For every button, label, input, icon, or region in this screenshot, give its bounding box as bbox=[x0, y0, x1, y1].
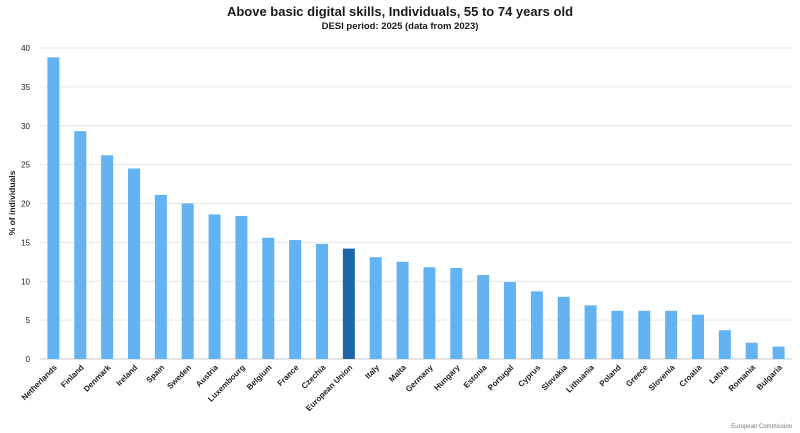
bar-malta bbox=[396, 261, 409, 359]
x-tick-label: Netherlands bbox=[20, 363, 59, 402]
x-tick-label: Poland bbox=[598, 363, 623, 388]
y-axis-ticks: 0 5 10 15 20 25 30 35 40 bbox=[21, 44, 30, 364]
x-tick-label: France bbox=[276, 363, 301, 388]
x-tick-label: Lithuania bbox=[564, 363, 596, 395]
chart-subtitle: DESI period: 2025 (data from 2023) bbox=[321, 21, 479, 32]
bar-spain bbox=[154, 194, 167, 359]
bar-sweden bbox=[181, 203, 194, 359]
x-tick-label: Spain bbox=[145, 363, 167, 385]
bar-finland bbox=[74, 131, 87, 359]
bar-cyprus bbox=[530, 291, 543, 359]
bar-portugal bbox=[504, 282, 516, 359]
x-tick-label: Belgium bbox=[245, 363, 274, 392]
x-tick-label: Austria bbox=[194, 363, 220, 389]
bar-czechia bbox=[316, 243, 328, 359]
bar-poland bbox=[611, 310, 624, 359]
bar-luxembourg bbox=[235, 215, 248, 359]
y-tick-label: 15 bbox=[21, 238, 30, 247]
y-tick-label: 10 bbox=[21, 277, 30, 286]
bar-austria bbox=[208, 214, 221, 359]
x-tick-label: Estonia bbox=[462, 363, 489, 390]
bar-netherlands bbox=[47, 57, 60, 360]
bar-romania bbox=[745, 342, 758, 359]
bar-belgium bbox=[262, 237, 275, 359]
bar-estonia bbox=[477, 275, 490, 359]
x-tick-label: Greece bbox=[624, 363, 650, 389]
x-tick-label: Croatia bbox=[678, 363, 704, 389]
bars bbox=[47, 57, 785, 360]
x-tick-label: Hungary bbox=[432, 363, 462, 393]
chart-title: Above basic digital skills, Individuals,… bbox=[226, 4, 574, 19]
bar-croatia bbox=[692, 314, 704, 359]
y-tick-label: 40 bbox=[21, 44, 30, 53]
bar-germany bbox=[423, 267, 436, 359]
y-tick-label: 20 bbox=[21, 200, 30, 209]
x-tick-label: Romania bbox=[727, 363, 758, 394]
bar-slovakia bbox=[557, 296, 570, 359]
x-tick-label: Latvia bbox=[708, 363, 731, 386]
bar-european-union bbox=[342, 248, 355, 359]
y-tick-label: 30 bbox=[21, 122, 30, 131]
bar-bulgaria bbox=[772, 346, 785, 359]
x-tick-label: Portugal bbox=[486, 363, 515, 392]
gridlines bbox=[40, 47, 792, 360]
x-tick-label: Germany bbox=[404, 363, 435, 394]
bar-hungary bbox=[450, 268, 463, 359]
bar-lithuania bbox=[584, 305, 597, 359]
x-tick-label: Cyprus bbox=[516, 363, 542, 389]
bar-slovenia bbox=[665, 310, 678, 359]
x-tick-label: Sweden bbox=[165, 363, 193, 391]
y-axis-label: % of individuals bbox=[7, 170, 17, 235]
bar-greece bbox=[638, 310, 651, 359]
y-tick-label: 25 bbox=[21, 161, 30, 170]
x-tick-label: Malta bbox=[387, 363, 408, 384]
x-tick-label: Slovenia bbox=[647, 363, 677, 393]
x-tick-label: Ireland bbox=[114, 363, 139, 388]
y-tick-label: 35 bbox=[21, 83, 30, 92]
bar-france bbox=[289, 240, 302, 359]
y-tick-label: 0 bbox=[26, 355, 31, 364]
x-tick-label: Denmark bbox=[82, 363, 113, 394]
x-tick-label: Italy bbox=[363, 363, 381, 381]
bar-denmark bbox=[101, 155, 114, 359]
bar-ireland bbox=[128, 168, 140, 359]
bar-latvia bbox=[718, 330, 731, 359]
x-tick-label: Bulgaria bbox=[755, 363, 784, 392]
x-tick-label: European Union bbox=[304, 363, 354, 413]
x-tick-label: Finland bbox=[59, 363, 86, 390]
y-tick-label: 5 bbox=[26, 316, 31, 325]
source-credit: European Commission bbox=[731, 424, 792, 430]
bar-italy bbox=[369, 257, 382, 359]
